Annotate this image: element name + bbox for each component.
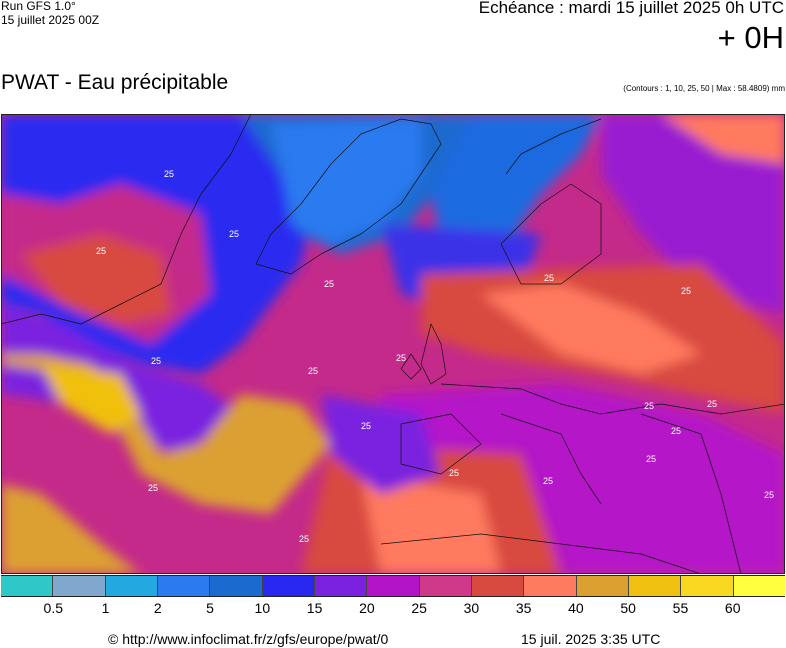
legend-swatch <box>262 576 315 596</box>
legend-tick-label: 30 <box>463 600 480 616</box>
field-ne-purple <box>601 114 785 314</box>
legend-tick-label: 0.5 <box>43 600 63 616</box>
legend-tick-label: 15 <box>306 600 323 616</box>
contour-label: 25 <box>361 421 371 431</box>
legend-swatch <box>157 576 211 596</box>
contour-label: 25 <box>543 476 553 486</box>
legend-tick-label: 55 <box>672 600 689 616</box>
echeance-label: Echéance : mardi 15 juillet 2025 0h UTC <box>478 0 784 17</box>
parameter-title: PWAT - Eau précipitable <box>1 71 229 94</box>
legend-tick-label: 5 <box>206 600 214 616</box>
footer-url[interactable]: © http://www.infoclimat.fr/z/gfs/europe/… <box>108 631 389 647</box>
legend-swatch <box>576 576 629 596</box>
contour-label: 25 <box>707 399 717 409</box>
contour-label: 25 <box>151 356 161 366</box>
contour-label: 25 <box>324 279 334 289</box>
field-gold-arc <box>1 354 331 514</box>
coastlines <box>1 114 785 574</box>
color-legend <box>1 575 785 597</box>
legend-tick-label: 20 <box>359 600 375 616</box>
legend-tick-label: 1 <box>101 600 110 616</box>
legend-swatch <box>105 576 158 596</box>
contour-label: 25 <box>671 426 681 436</box>
field-gold-mid <box>41 364 141 434</box>
legend-swatch <box>210 576 263 596</box>
contour-label: 25 <box>148 483 158 493</box>
legend-tick-label: 2 <box>153 600 162 616</box>
contour-label: 25 <box>644 401 654 411</box>
legend-swatch <box>733 576 785 596</box>
field-scandinavia-blue <box>431 114 601 254</box>
legend-swatch <box>681 576 734 596</box>
contour-label: 25 <box>681 286 691 296</box>
field-europe-salmon <box>481 284 701 374</box>
legend-swatch <box>524 576 577 596</box>
contour-label: 25 <box>299 534 309 544</box>
contour-label: 25 <box>229 229 239 239</box>
field-iberia-purple <box>321 394 441 494</box>
field-gold-south <box>1 484 141 574</box>
legend-swatch <box>471 576 525 596</box>
contour-label: 25 <box>308 366 318 376</box>
legend-swatch <box>367 576 420 596</box>
legend-swatch <box>314 576 368 596</box>
run-model: Run GFS 1.0° <box>1 0 76 13</box>
contour-label: 25 <box>164 169 174 179</box>
legend-swatch <box>53 576 106 596</box>
run-date: 15 juillet 2025 00Z <box>1 13 100 27</box>
contour-label: 25 <box>544 273 554 283</box>
legend-ticks: 0.5 1 2 5 10 15 20 25 30 35 40 50 55 60 <box>1 600 785 618</box>
lead-time: + 0H <box>717 20 784 55</box>
contours-info: (Contours : 1, 10, 25, 50 | Max : 58.480… <box>623 84 785 93</box>
legend-tick-label: 25 <box>411 600 427 616</box>
contour-label: 25 <box>96 246 106 256</box>
field-labrador-red <box>21 234 171 324</box>
legend-swatch <box>628 576 682 596</box>
legend-swatch <box>419 576 472 596</box>
legend-tick-label: 40 <box>568 600 584 616</box>
legend-tick-label: 10 <box>254 600 271 616</box>
field-greenland-inner <box>271 119 421 244</box>
legend-tick-label: 35 <box>515 600 532 616</box>
contour-label: 25 <box>764 490 774 500</box>
legend-swatch <box>1 576 54 596</box>
pwat-map: 25 25 25 25 25 25 25 25 25 25 25 25 25 2… <box>1 114 785 574</box>
legend-tick-label: 50 <box>620 600 636 616</box>
contour-label: 25 <box>396 353 406 363</box>
field-ne-orange <box>661 114 785 164</box>
footer-timestamp: 15 juil. 2025 3:35 UTC <box>521 631 661 647</box>
contour-label: 25 <box>646 454 656 464</box>
field-africa-orange <box>361 474 501 574</box>
contour-label: 25 <box>449 468 459 478</box>
legend-tick-label: 60 <box>724 600 741 616</box>
